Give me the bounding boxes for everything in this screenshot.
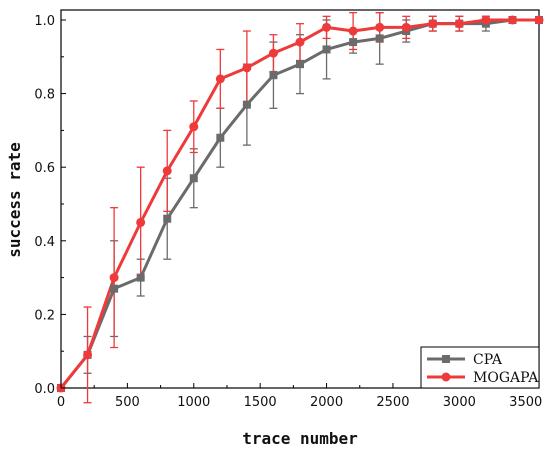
mogapa-point [428, 19, 438, 29]
legend-cpa-label: CPA [473, 352, 503, 368]
x-tick-label: 2500 [376, 395, 409, 410]
mogapa-point [268, 48, 278, 58]
y-tick-label: 0.6 [34, 161, 55, 176]
y-axis-ticks: 0.0 0.2 0.4 0.6 0.8 1.0 [34, 14, 66, 397]
mogapa-point [454, 19, 464, 29]
x-tick-label: 3000 [443, 395, 476, 410]
mogapa-point [534, 15, 544, 25]
series-markers [56, 15, 544, 393]
legend-mogapa-marker [441, 372, 451, 382]
x-tick-label: 1500 [244, 395, 277, 410]
plot-frame [60, 9, 540, 389]
legend: CPA MOGAPA [420, 346, 540, 389]
cpa-point [189, 174, 198, 183]
x-axis-ticks: 0 500 1000 1500 2000 2500 3000 3500 [57, 383, 542, 410]
cpa-point [375, 34, 384, 43]
cpa-point [242, 100, 251, 109]
mogapa-point [162, 166, 172, 176]
legend-mogapa-label: MOGAPA [473, 370, 539, 386]
cpa-point [269, 71, 278, 80]
mogapa-point [215, 74, 225, 84]
x-tick-label: 1000 [177, 395, 210, 410]
legend-box [420, 346, 540, 389]
mogapa-point [401, 22, 411, 32]
mogapa-point [109, 273, 119, 283]
mogapa-point [242, 63, 252, 73]
y-tick-label: 1.0 [34, 14, 55, 29]
mogapa-point [83, 350, 93, 360]
mogapa-point [348, 26, 358, 36]
mogapa-point [507, 15, 517, 25]
cpa-point [136, 273, 145, 282]
cpa-point [296, 60, 304, 69]
legend-cpa-marker [442, 355, 450, 363]
cpa-point [322, 45, 331, 54]
cpa-point [349, 38, 358, 47]
mogapa-point [295, 37, 305, 47]
cpa-point [216, 133, 225, 142]
cpa-point [163, 214, 172, 223]
y-tick-label: 0.2 [34, 308, 55, 323]
mogapa-point [375, 22, 385, 32]
y-axis-label: success rate [5, 142, 24, 258]
mogapa-point [189, 122, 199, 132]
y-tick-label: 0.0 [34, 382, 55, 397]
x-tick-label: 0 [57, 395, 65, 410]
cpa-point [110, 284, 119, 293]
x-tick-label: 500 [115, 395, 140, 410]
mogapa-point [481, 15, 491, 25]
y-tick-label: 0.4 [34, 235, 55, 250]
mogapa-point [136, 217, 146, 227]
x-axis-label: trace number [242, 429, 358, 448]
plot-area [60, 9, 540, 389]
x-tick-label: 2000 [310, 395, 343, 410]
y-tick-label: 0.8 [34, 88, 55, 103]
x-tick-label: 3500 [509, 395, 542, 410]
mogapa-point [322, 22, 332, 32]
